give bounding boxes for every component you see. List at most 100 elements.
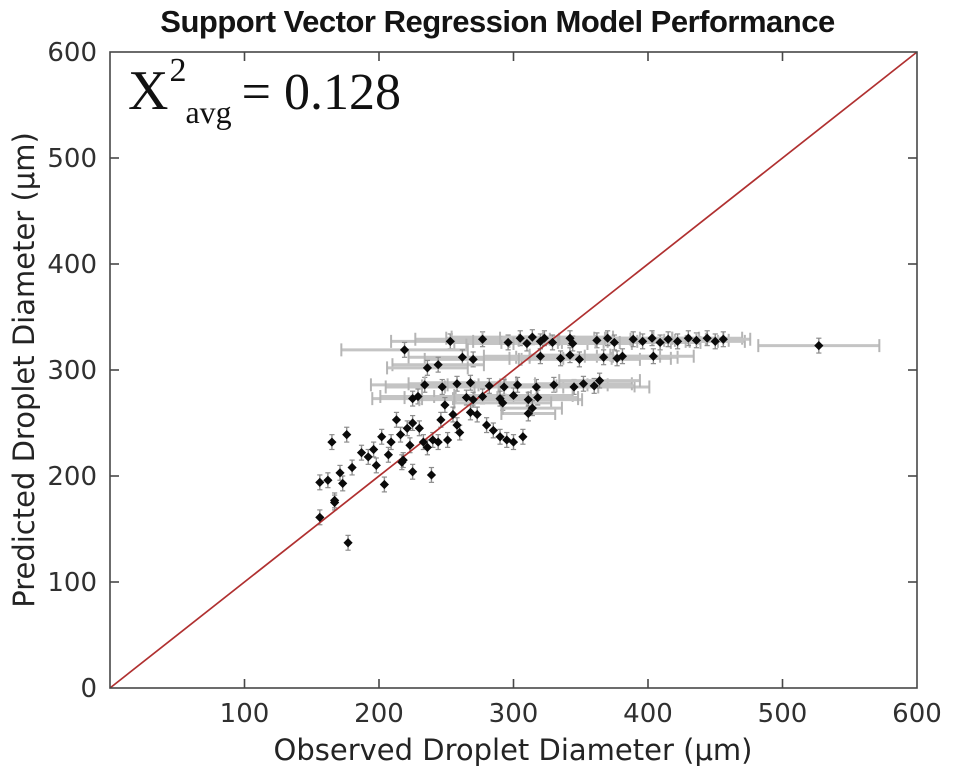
data-point-marker [315,512,325,522]
data-point-marker [482,420,492,430]
data-point-marker [512,380,523,390]
data-point-marker [363,452,373,462]
annotation-value: = 0.128 [241,64,401,121]
data-point-marker [578,379,589,389]
data-point-marker [342,430,352,440]
data-point-marker [710,336,720,346]
y-tick-label: 100 [47,568,97,598]
data-point-marker [445,336,455,346]
x-tick-label: 200 [354,699,404,729]
data-point-marker [433,360,443,370]
data-point-marker [617,351,628,361]
x-tick-label: 600 [892,699,942,729]
x-axis-label: Observed Droplet Diameter (μm) [274,733,753,767]
data-point-marker [531,382,541,392]
data-point-marker [418,437,428,447]
data-point-marker [638,336,648,346]
annotation-exponent: 2 [169,52,187,89]
data-point-marker [399,345,410,355]
data-point-marker [484,381,494,391]
data-point-marker [338,478,348,489]
data-point-marker [488,425,498,436]
data-point-marker [603,333,613,343]
data-point-marker [402,423,412,433]
data-point-marker [347,462,357,473]
tick-marks-layer [110,52,917,688]
data-point-marker [330,497,340,508]
annotation-symbol: X [128,60,169,122]
data-point-marker [452,379,462,389]
x-tick-label: 300 [489,699,539,729]
data-point-marker [502,435,512,445]
data-point-marker [647,333,657,343]
data-point-marker [691,335,702,345]
data-point-marker [515,333,525,343]
data-point-marker [498,398,508,408]
data-point-marker [383,450,394,460]
identity-line [109,51,918,689]
data-point-marker [452,420,462,430]
chi-squared-annotation: X2 avg = 0.128 [128,52,401,131]
data-point-marker [428,435,438,445]
data-point-marker [589,381,599,391]
data-point-marker [592,335,602,345]
data-point-marker [422,442,433,452]
data-point-marker [648,351,658,361]
x-tick-label: 100 [220,699,270,729]
data-point-marker [414,423,424,433]
chart-title: Support Vector Regression Model Performa… [160,4,835,39]
data-point-marker [465,378,476,388]
data-point-marker [448,409,458,420]
y-tick-label: 200 [47,462,97,492]
data-point-marker [440,400,450,410]
data-point-marker [628,334,638,344]
x-tick-label: 400 [623,699,673,729]
data-point-marker [395,430,406,440]
data-point-marker [379,479,389,490]
data-point-marker [718,334,728,344]
data-point-marker [568,338,578,349]
data-point-marker [503,337,513,348]
data-point-marker [323,475,333,485]
annotation-subscript: avg [185,94,232,130]
data-point-marker [455,427,465,438]
data-point-marker [565,350,575,360]
y-tick-label: 0 [80,674,97,704]
data-point-marker [527,332,537,342]
data-point-marker [335,468,345,478]
x-tick-label: 500 [758,699,808,729]
data-point-marker [408,418,418,428]
data-point-marker [327,437,337,447]
data-point-marker [533,392,543,403]
data-point-marker [535,351,545,361]
data-point-marker [315,477,325,487]
data-point-marker [436,415,446,425]
data-point-marker [377,432,387,442]
data-point-marker [508,390,519,401]
data-point-marker [702,333,712,343]
data-point-marker [426,470,437,480]
data-point-marker [672,336,683,346]
data-point-marker [549,380,559,390]
scatter-markers-layer [315,332,824,548]
data-point-marker [547,337,558,348]
y-tick-label: 400 [47,250,97,280]
data-point-marker [386,437,396,447]
data-point-marker [599,352,609,362]
data-point-marker [569,382,579,392]
data-point-marker [663,334,673,344]
data-point-marker [408,467,418,477]
data-point-marker [397,457,407,467]
data-point-marker [472,409,482,420]
data-point-marker [495,432,505,442]
data-point-marker [465,407,476,417]
data-point-marker [527,403,537,413]
data-point-marker [437,382,447,392]
data-point-marker [594,376,605,386]
data-point-marker [574,354,585,364]
data-point-marker [356,448,367,458]
data-point-marker [433,437,443,447]
data-point-marker [405,440,415,450]
data-point-marker [518,432,528,442]
